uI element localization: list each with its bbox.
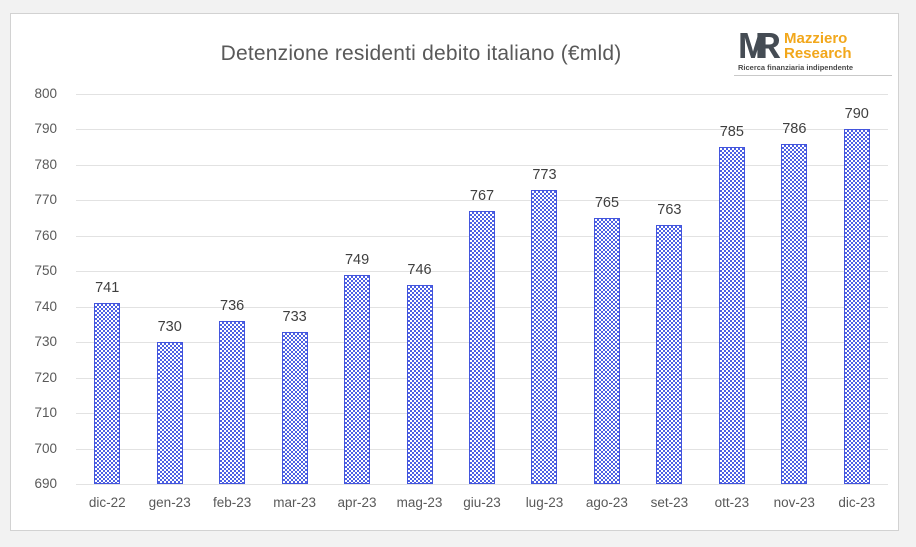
bar xyxy=(469,211,495,484)
bar xyxy=(94,303,121,484)
bar xyxy=(718,147,745,484)
y-tick-label: 750 xyxy=(34,263,57,279)
bar xyxy=(531,190,558,484)
logo-names: Mazziero Research xyxy=(784,31,852,62)
x-tick-label: lug-23 xyxy=(525,495,564,510)
bar-value-label: 741 xyxy=(95,280,120,296)
x-tick-label: dic-23 xyxy=(838,495,876,510)
bar-value-label: 730 xyxy=(157,319,182,335)
x-tick-label: mar-23 xyxy=(273,495,316,510)
y-tick-label: 790 xyxy=(34,121,57,137)
x-tick-label: ago-23 xyxy=(585,495,628,510)
bar-value-label: 786 xyxy=(782,121,807,137)
logo-name-line1: Mazziero xyxy=(784,29,848,47)
y-tick-label: 740 xyxy=(34,298,57,314)
bar xyxy=(656,225,683,484)
y-tick-label: 720 xyxy=(34,369,57,385)
y-axis-labels: 800 790 780 770 760 750 740 730 720 710 700 690 xyxy=(11,86,65,491)
y-tick-label: 700 xyxy=(34,440,57,456)
logo-tagline: Ricerca finanziaria indipendente xyxy=(738,63,854,73)
bar xyxy=(593,218,620,484)
logo-name-line2: Research xyxy=(784,45,852,63)
x-tick-label: nov-23 xyxy=(773,495,815,510)
x-tick-label: set-23 xyxy=(650,495,689,510)
x-tick-label: apr-23 xyxy=(337,495,377,510)
bar-value-label: 763 xyxy=(657,202,682,218)
x-tick-label: ott-23 xyxy=(714,495,750,510)
bar xyxy=(781,144,808,484)
x-tick-label: giu-23 xyxy=(463,495,501,510)
bar xyxy=(156,342,183,484)
logo-top: M R Mazziero Research xyxy=(738,25,888,66)
chart-card: Detenzione residenti debito italiano (€m… xyxy=(10,13,899,531)
bar-value-label: 736 xyxy=(220,298,245,314)
bar-value-label: 746 xyxy=(407,262,432,278)
bar-value-label: 765 xyxy=(594,195,620,211)
plot-area: 741 730 736 733 749 746 767 773 765 763 785 786 790 xyxy=(76,94,888,485)
gridline xyxy=(76,129,888,131)
y-tick-label: 710 xyxy=(34,405,57,421)
mazziero-research-logo: M R Mazziero Research Ricerca finanziari… xyxy=(734,25,892,77)
bar-value-label: 749 xyxy=(344,252,370,268)
bar-value-label: 790 xyxy=(844,106,869,122)
bar xyxy=(344,275,371,484)
y-tick-label: 770 xyxy=(34,192,57,208)
x-tick-label: dic-22 xyxy=(88,495,126,510)
chart-title: Detenzione residenti debito italiano (€m… xyxy=(220,42,622,65)
y-tick-label: 760 xyxy=(34,227,57,243)
bar-value-label: 733 xyxy=(282,309,307,325)
mr-monogram-icon: M R xyxy=(738,25,781,66)
bar xyxy=(219,321,246,484)
y-tick-label: 690 xyxy=(34,476,57,491)
bar-value-label: 767 xyxy=(469,188,495,204)
bar-value-label: 785 xyxy=(719,124,744,140)
gridline xyxy=(76,200,888,202)
logo-letter-m: M xyxy=(738,25,768,66)
gridline xyxy=(76,484,888,485)
y-tick-label: 730 xyxy=(34,334,57,350)
bar xyxy=(281,332,308,484)
bar xyxy=(406,285,433,484)
y-tick-label: 780 xyxy=(34,156,57,172)
gridline xyxy=(76,164,888,166)
x-tick-label: feb-23 xyxy=(213,495,252,510)
x-axis-labels: dic-22 gen-23 feb-23 mar-23 apr-23 mag-23 giu-… xyxy=(76,495,888,515)
x-tick-label: mag-23 xyxy=(396,495,443,510)
gridline xyxy=(76,94,888,95)
x-tick-label: gen-23 xyxy=(148,495,191,510)
y-tick-label: 800 xyxy=(34,86,57,101)
logo-letter-r: R xyxy=(755,25,781,66)
bar-value-label: 773 xyxy=(532,167,557,183)
bar xyxy=(843,129,870,484)
